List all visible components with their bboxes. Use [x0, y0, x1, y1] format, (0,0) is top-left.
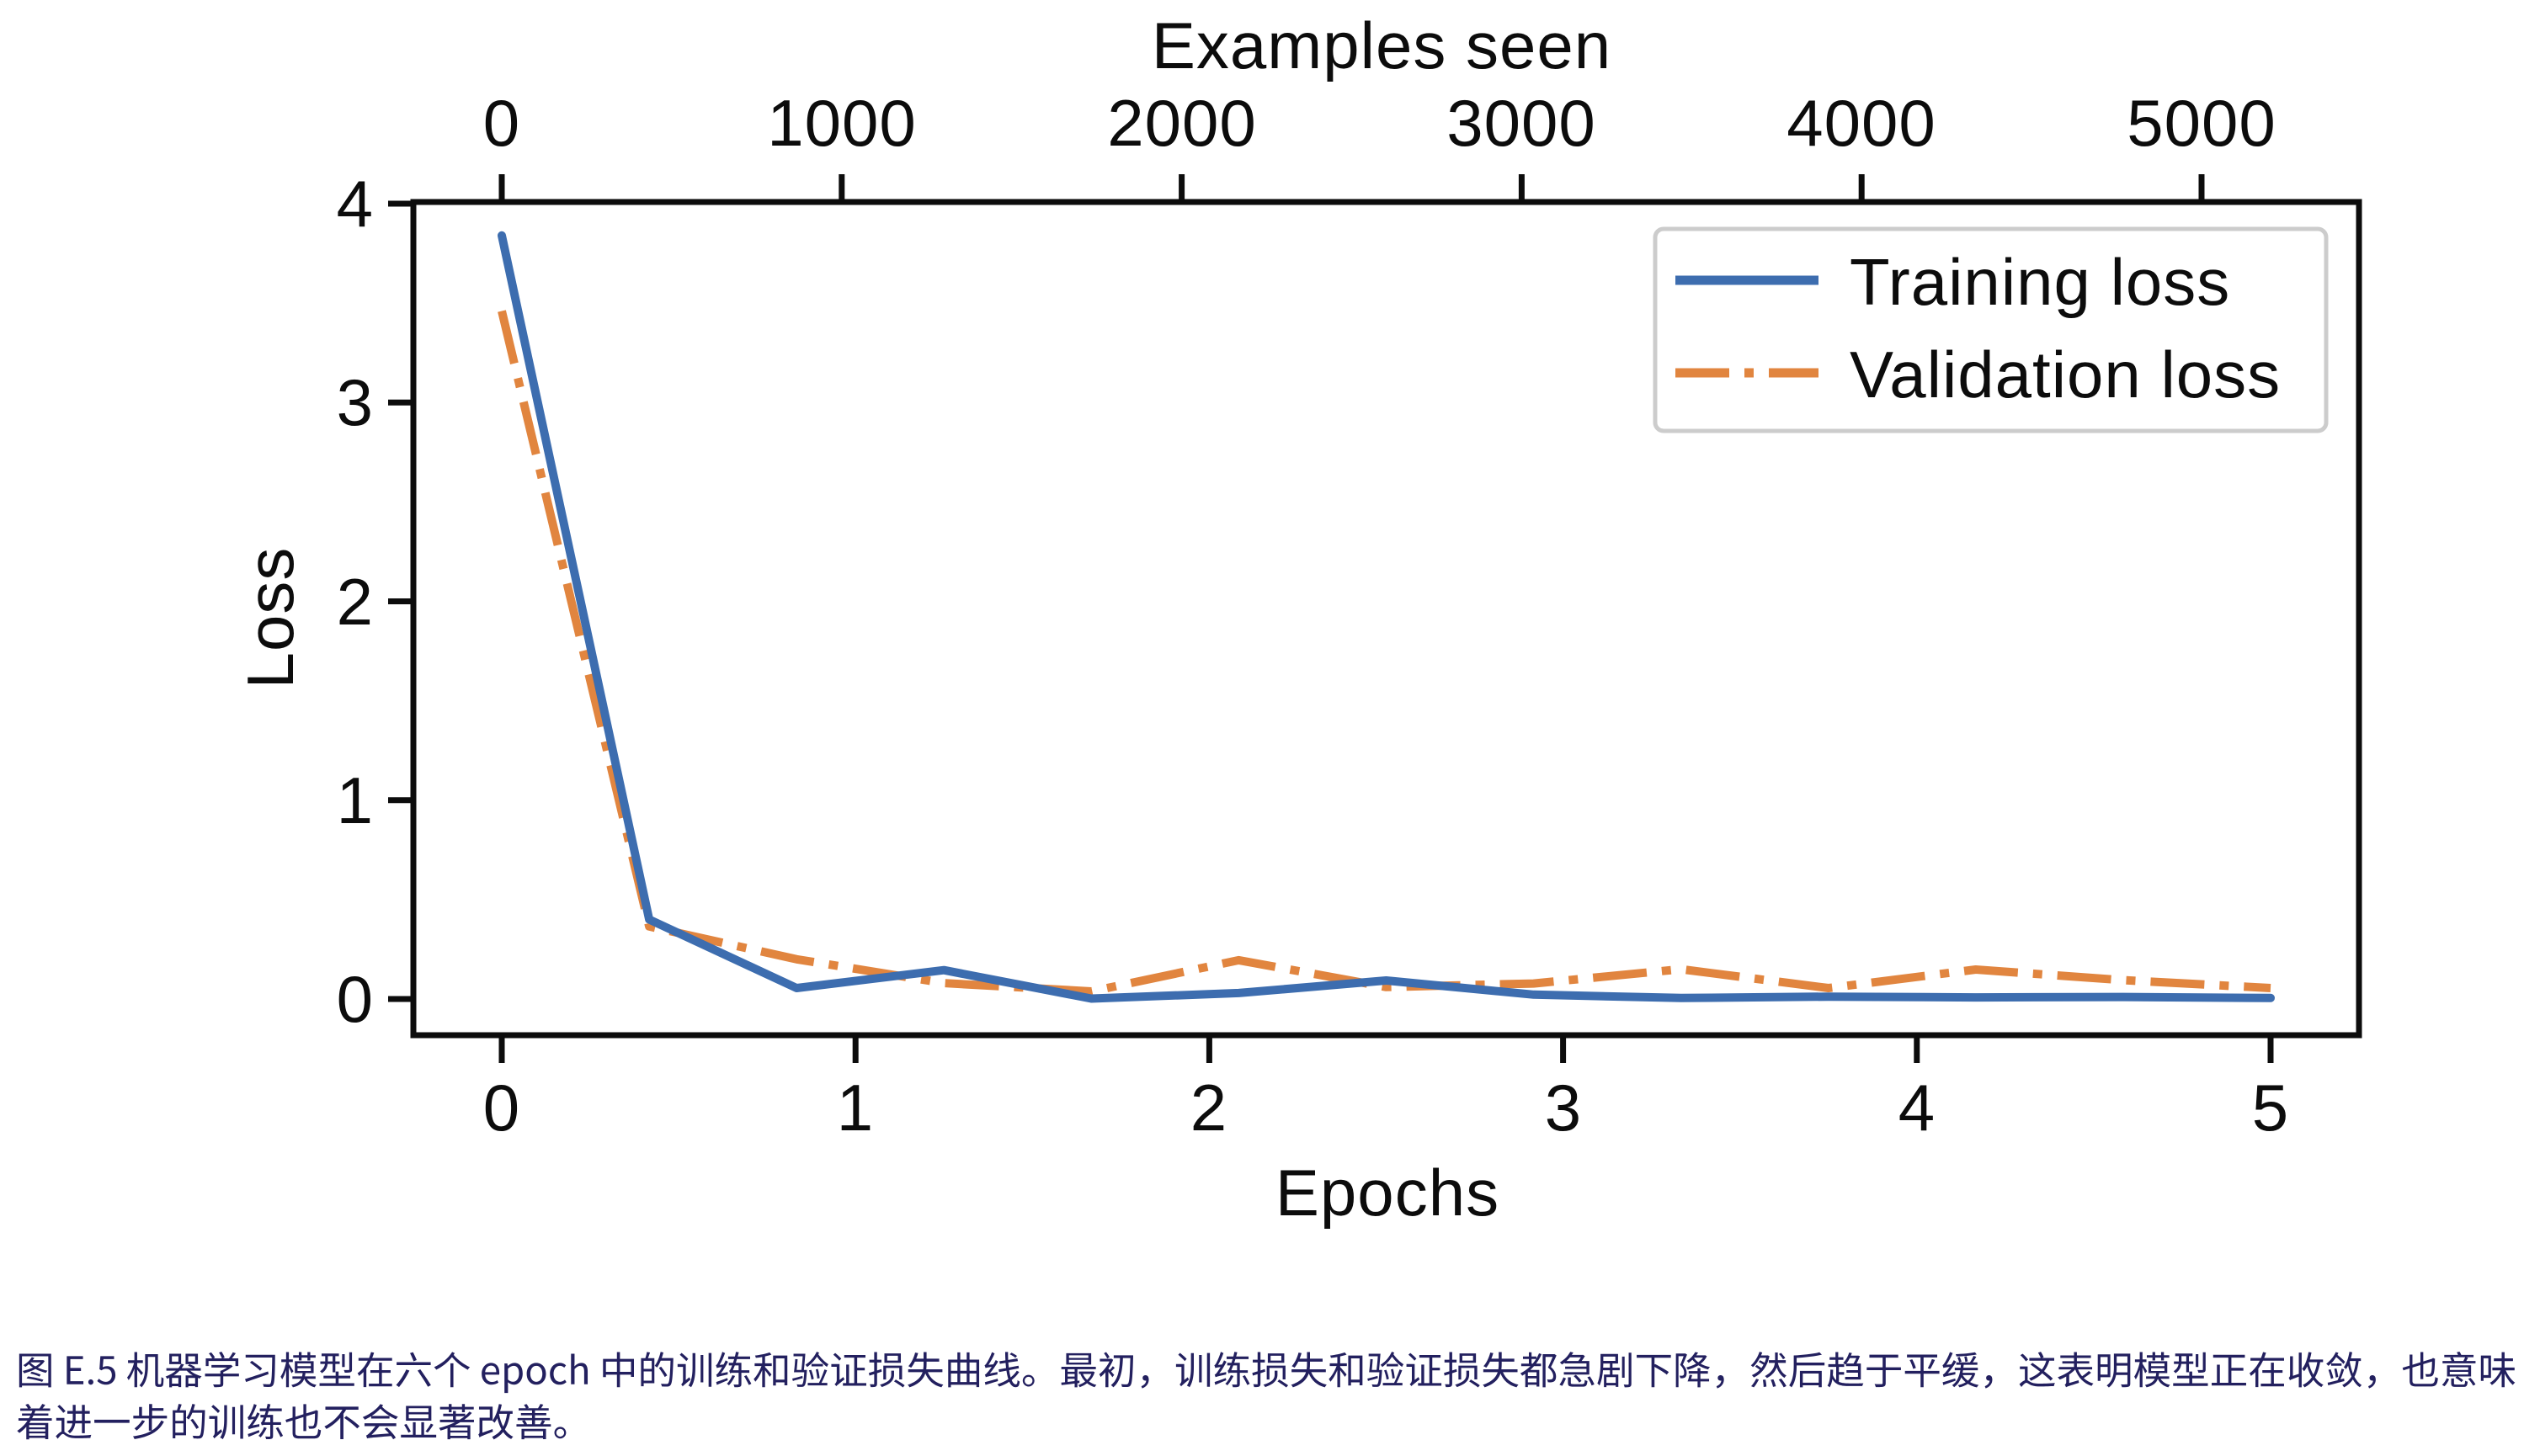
svg-text:Examples seen: Examples seen	[1152, 8, 1611, 82]
svg-text:2: 2	[337, 565, 374, 639]
svg-text:5000: 5000	[2127, 86, 2276, 160]
svg-text:0: 0	[483, 1071, 520, 1145]
svg-text:5: 5	[2252, 1071, 2289, 1145]
svg-text:4000: 4000	[1787, 86, 1936, 160]
svg-text:0: 0	[337, 962, 374, 1036]
svg-text:1000: 1000	[767, 86, 917, 160]
svg-text:3000: 3000	[1446, 86, 1596, 160]
svg-text:Training loss: Training loss	[1850, 245, 2230, 319]
svg-text:4: 4	[1898, 1071, 1936, 1145]
svg-text:Loss: Loss	[233, 547, 307, 689]
svg-text:Validation loss: Validation loss	[1850, 337, 2281, 412]
svg-text:Epochs: Epochs	[1275, 1156, 1499, 1230]
svg-text:1: 1	[337, 763, 374, 837]
svg-text:2000: 2000	[1107, 86, 1257, 160]
svg-text:3: 3	[1545, 1071, 1582, 1145]
svg-text:3: 3	[337, 365, 374, 439]
svg-text:4: 4	[337, 167, 374, 241]
svg-text:1: 1	[837, 1071, 874, 1145]
svg-text:2: 2	[1190, 1071, 1227, 1145]
svg-text:0: 0	[483, 86, 520, 160]
